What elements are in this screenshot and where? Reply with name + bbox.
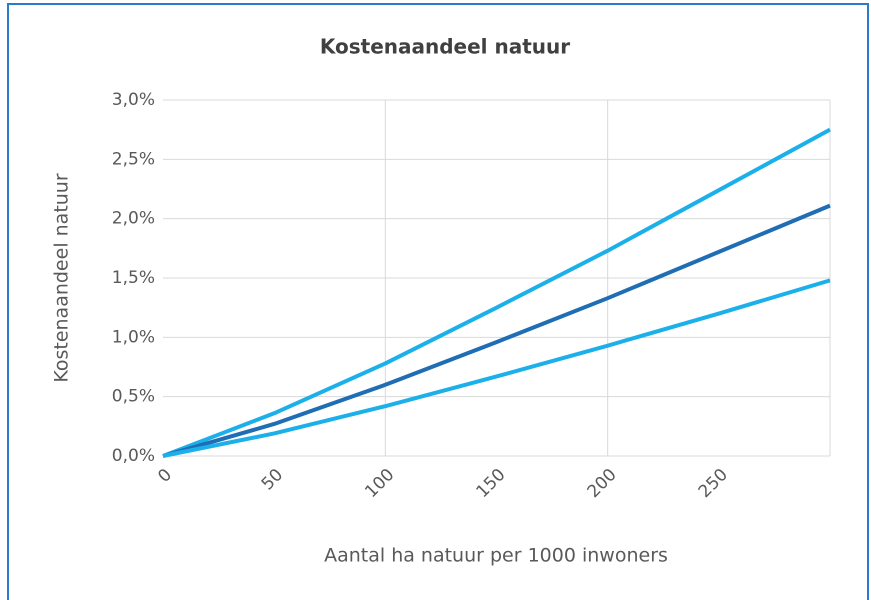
y-tick-label: 2,5%: [112, 149, 155, 169]
chart-title: Kostenaandeel natuur: [320, 35, 570, 59]
x-axis-label: Aantal ha natuur per 1000 inwoners: [324, 545, 668, 567]
data-line: [162, 278, 831, 458]
y-axis-label: Kostenaandeel natuur: [51, 173, 73, 383]
y-tick-label: 0,0%: [112, 446, 155, 466]
y-tick-label: 1,0%: [112, 327, 155, 347]
y-tick-label: 3,0%: [112, 90, 155, 110]
y-tick-label: 2,0%: [112, 209, 155, 229]
chart-frame: [7, 3, 869, 600]
y-tick-label: 0,5%: [112, 387, 155, 407]
data-line: [162, 127, 831, 458]
y-tick-label: 1,5%: [112, 268, 155, 288]
data-line: [162, 203, 831, 458]
